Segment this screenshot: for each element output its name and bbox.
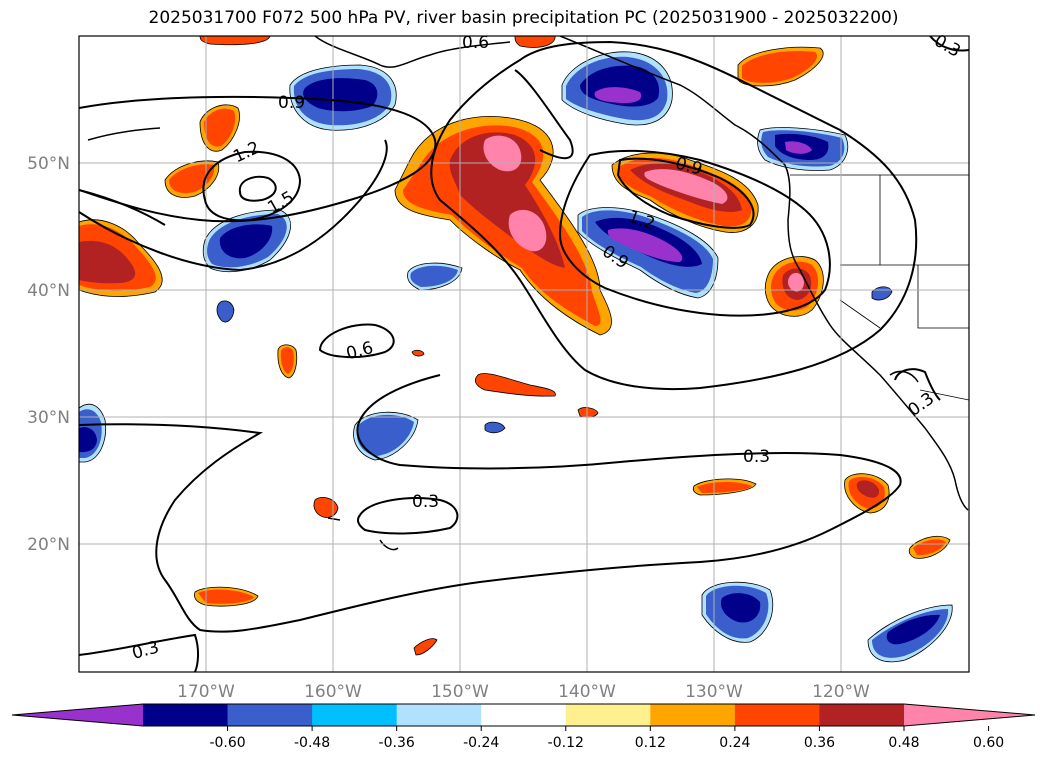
map-frame [78,35,970,673]
colorbar-extend-high [904,704,1035,726]
contour-label: 0.9 [278,93,305,113]
contour-label: 0.6 [462,33,489,53]
colorbar-segment [565,704,651,726]
lat-label: 20°N [27,535,70,555]
map-title: 2025031700 F072 500 hPa PV, river basin … [148,8,899,28]
positive-anomaly-blobs [79,36,951,656]
coastlines [87,36,969,551]
lon-label: 150°W [431,682,489,702]
colorbar-tick-label: -0.36 [379,735,415,751]
colorbar-tick-label: -0.48 [294,735,330,751]
colorbar-segment [143,704,229,726]
gridlines [79,36,969,672]
contour-label: 0.3 [743,447,770,467]
lat-label: 40°N [27,281,70,301]
colorbar-tick-label: 0.12 [635,735,666,751]
longitude-labels: 170°W 160°W 150°W 140°W 130°W 120°W [177,682,870,702]
pv-contours [79,36,969,672]
precipitation-shading [79,36,953,663]
colorbar-tick-label: -0.60 [209,735,245,751]
lon-label: 160°W [304,682,362,702]
colorbar-tick-label: 0.36 [804,735,835,751]
colorbar-segment [819,704,905,726]
colorbar-tick-label: 0.48 [888,735,919,751]
colorbar-tick-label: 0.24 [719,735,750,751]
borders [790,174,969,401]
colorbar-tick-label: -0.24 [463,735,499,751]
colorbar-segment [650,704,736,726]
colorbar-segment [312,704,398,726]
colorbar-segment [396,704,482,726]
contour-label: 0.3 [905,389,939,421]
colorbar-segment [734,704,820,726]
colorbar-segment [481,704,567,726]
contour-label-group: 0.9 1.2 1.5 0.6 0.9 1.2 0.9 0.6 0.3 0.3 … [130,31,964,664]
lon-label: 170°W [177,682,235,702]
lon-label: 130°W [685,682,743,702]
contour-label: 0.6 [344,338,375,364]
colorbar-segment [227,704,313,726]
colorbar-tick-label: -0.12 [548,735,584,751]
lon-label: 120°W [812,682,870,702]
lat-label: 30°N [27,408,70,428]
negative-anomaly-blobs [79,51,953,663]
colorbar-extend-low [12,704,143,726]
lon-label: 140°W [558,682,616,702]
colorbar-tick-label: 0.60 [973,735,1004,751]
contour-label: 0.3 [412,492,439,512]
lat-label: 50°N [27,154,70,174]
contour-label: 0.3 [130,637,161,663]
colorbar-outline [11,703,1036,727]
colorbar: -0.60 -0.48 -0.36 -0.24 -0.12 0.12 0.24 0.36 0.4… [11,703,1036,751]
latitude-labels: 50°N 40°N 30°N 20°N [27,154,70,555]
